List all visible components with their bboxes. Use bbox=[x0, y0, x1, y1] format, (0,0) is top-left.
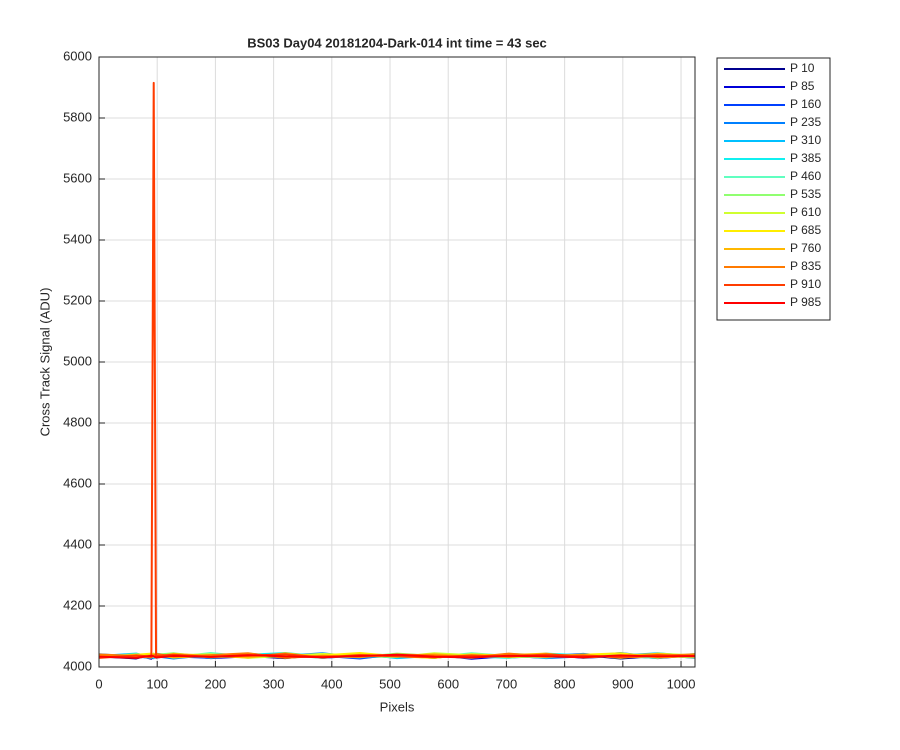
y-tick-label: 6000 bbox=[63, 48, 92, 63]
ticks: 0 100 200 300 400 500 600 700 800 900 1000 4000 4200… bbox=[63, 48, 695, 691]
legend-label: P 310 bbox=[790, 133, 821, 147]
y-tick-label: 5400 bbox=[63, 231, 92, 246]
x-tick-label: 900 bbox=[612, 676, 634, 691]
legend-label: P 685 bbox=[790, 223, 821, 237]
chart-title: BS03 Day04 20181204-Dark-014 int time = … bbox=[247, 35, 547, 50]
x-tick-label: 300 bbox=[263, 676, 285, 691]
legend-label: P 10 bbox=[790, 61, 815, 75]
y-tick-label: 4400 bbox=[63, 536, 92, 551]
legend-label: P 760 bbox=[790, 241, 821, 255]
x-axis-label: Pixels bbox=[380, 699, 415, 714]
legend: P 10 P 85 P 160 P 235 P 310 P 385 P 460 P 535 P … bbox=[716, 57, 831, 321]
legend-label: P 460 bbox=[790, 169, 821, 183]
y-axis-label: Cross Track Signal (ADU) bbox=[37, 288, 52, 437]
x-tick-label: 800 bbox=[554, 676, 576, 691]
x-tick-label: 600 bbox=[437, 676, 459, 691]
legend-label: P 610 bbox=[790, 205, 821, 219]
legend-label: P 160 bbox=[790, 97, 821, 111]
y-tick-label: 4600 bbox=[63, 475, 92, 490]
x-tick-label: 500 bbox=[379, 676, 401, 691]
y-tick-label: 4000 bbox=[63, 658, 92, 673]
y-tick-label: 5000 bbox=[63, 353, 92, 368]
legend-label: P 385 bbox=[790, 151, 821, 165]
y-tick-label: 4200 bbox=[63, 597, 92, 612]
x-tick-label: 0 bbox=[95, 676, 102, 691]
legend-box bbox=[716, 57, 831, 321]
legend-label: P 535 bbox=[790, 187, 821, 201]
legend-label: P 85 bbox=[790, 79, 815, 93]
x-tick-label: 1000 bbox=[667, 676, 696, 691]
plot-area bbox=[99, 81, 695, 660]
y-tick-label: 5800 bbox=[63, 109, 92, 124]
x-tick-label: 400 bbox=[321, 676, 343, 691]
x-tick-label: 700 bbox=[496, 676, 518, 691]
legend-label: P 835 bbox=[790, 259, 821, 273]
y-tick-label: 5200 bbox=[63, 292, 92, 307]
y-tick-label: 4800 bbox=[63, 414, 92, 429]
y-tick-label: 5600 bbox=[63, 170, 92, 185]
legend-label: P 910 bbox=[790, 277, 821, 291]
legend-label: P 985 bbox=[790, 295, 821, 309]
x-tick-label: 100 bbox=[146, 676, 168, 691]
x-tick-label: 200 bbox=[205, 676, 227, 691]
legend-label: P 235 bbox=[790, 115, 821, 129]
series-line bbox=[99, 653, 695, 659]
